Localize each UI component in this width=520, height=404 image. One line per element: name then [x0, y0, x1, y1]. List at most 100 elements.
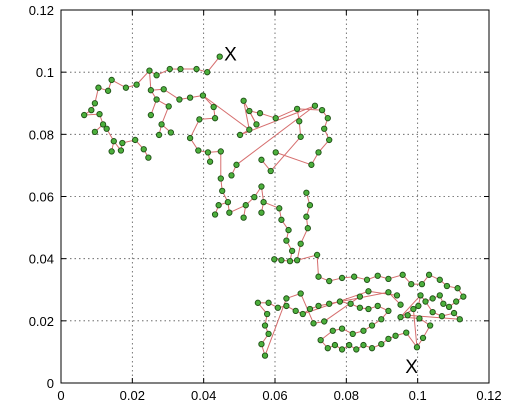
endpoint-markers: XX	[224, 45, 418, 378]
network-node	[397, 301, 404, 308]
network-node	[422, 298, 429, 305]
network-node	[216, 53, 223, 60]
network-node	[326, 136, 333, 144]
network-node	[224, 198, 232, 206]
network-node	[91, 128, 99, 135]
network-node	[317, 336, 324, 344]
network-node	[443, 282, 451, 290]
network-node	[286, 258, 294, 265]
network-node	[460, 293, 467, 300]
network-node	[283, 237, 290, 244]
network-node	[321, 125, 328, 132]
network-node	[403, 329, 410, 336]
network-node	[288, 247, 296, 255]
network-node	[147, 111, 155, 119]
network-node	[324, 345, 331, 352]
network-edge	[275, 108, 298, 119]
network-node	[408, 281, 415, 288]
network-node	[426, 322, 434, 329]
x-tick-label: 0.02	[120, 388, 145, 403]
network-node	[311, 102, 319, 109]
network-edge	[412, 308, 418, 348]
network-edge	[400, 316, 420, 319]
network-node	[272, 149, 279, 156]
network-node	[306, 202, 314, 209]
network-node	[117, 147, 125, 154]
network-node	[417, 292, 424, 299]
network-node	[436, 276, 443, 283]
network-node	[368, 345, 376, 352]
network-node	[349, 330, 356, 338]
network-node	[378, 340, 385, 348]
network-node	[353, 346, 360, 353]
network-node	[297, 290, 304, 297]
network-node	[338, 346, 346, 353]
network-node	[228, 172, 235, 179]
network-node	[368, 322, 376, 329]
network-node	[210, 103, 217, 111]
network-node	[166, 65, 173, 73]
network-node	[356, 304, 364, 311]
network-node	[436, 292, 443, 299]
network-node	[331, 341, 339, 349]
network-node	[146, 67, 153, 74]
network-node	[265, 299, 272, 306]
network-node	[108, 76, 115, 84]
y-tick-label: 0.06	[29, 190, 54, 205]
network-node	[122, 84, 130, 91]
network-edge	[275, 151, 312, 166]
network-edge	[148, 70, 152, 91]
network-edge	[264, 298, 287, 356]
network-node	[315, 302, 322, 310]
network-node	[196, 116, 203, 123]
network-node	[326, 300, 333, 307]
network-node	[397, 313, 404, 321]
network-node	[374, 272, 381, 279]
network-node	[272, 115, 279, 122]
network-node	[297, 133, 304, 140]
network-node	[236, 131, 244, 139]
network-node	[453, 298, 460, 305]
network-node	[296, 118, 303, 125]
y-tick-label: 0.1	[36, 65, 54, 80]
network-node	[153, 72, 160, 79]
network-node	[321, 318, 328, 325]
network-node	[186, 134, 194, 142]
network-node	[132, 136, 139, 144]
x-tick-label: 0.04	[191, 388, 216, 403]
network-node	[416, 315, 423, 322]
network-node	[267, 167, 274, 175]
network-node	[193, 65, 200, 73]
network-node	[385, 289, 392, 296]
network-node	[293, 105, 301, 112]
network-node	[304, 225, 311, 232]
network-node	[456, 316, 463, 323]
network-node	[258, 183, 265, 190]
network-node	[385, 307, 392, 315]
x-tick-label: 0	[57, 388, 64, 403]
x-axis-tick-labels: 0 0.02 0.04 0.06 0.08 0.1 0.12	[57, 388, 501, 403]
network-node	[271, 256, 278, 263]
network-node	[233, 161, 240, 168]
network-node	[217, 148, 224, 155]
network-node	[413, 344, 421, 351]
network-node	[445, 303, 453, 310]
network-node	[265, 330, 272, 338]
network-node	[374, 302, 381, 310]
network-node	[360, 327, 367, 334]
network-node	[108, 148, 115, 155]
network-node	[378, 316, 385, 323]
network-node	[360, 341, 367, 349]
network-node	[211, 115, 219, 122]
network-edge	[161, 106, 170, 125]
network-node	[310, 320, 317, 327]
network-node	[315, 273, 322, 280]
x-tick-label: 0.12	[476, 388, 501, 403]
network-node	[199, 92, 207, 99]
network-node	[329, 327, 336, 334]
y-tick-label: 0.04	[29, 252, 54, 267]
network-node	[410, 305, 417, 313]
network-node	[195, 147, 202, 154]
network-node	[438, 313, 446, 320]
network-node	[315, 149, 322, 156]
